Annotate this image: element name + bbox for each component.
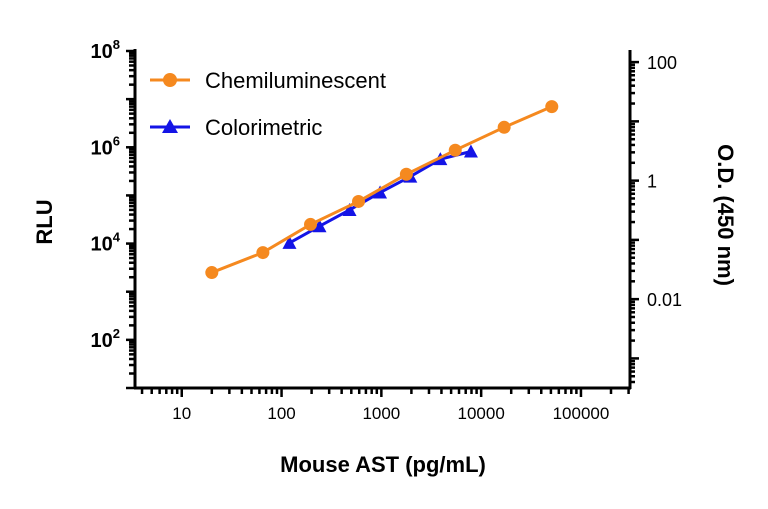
legend: Chemiluminescent Colorimetric — [150, 68, 386, 140]
legend-chemiluminescent-label: Chemiluminescent — [205, 68, 386, 93]
y2-tick-label: 100 — [647, 53, 677, 73]
y-tick-label: 108 — [91, 37, 120, 63]
chemiluminescent-point — [304, 217, 318, 231]
legend-colorimetric-marker — [162, 119, 178, 133]
y-tick-label: 102 — [91, 326, 120, 352]
x-tick-label: 10000 — [458, 404, 505, 423]
x-axis-title: Mouse AST (pg/mL) — [280, 452, 486, 477]
y-tick-label: 104 — [91, 230, 121, 256]
chemiluminescent-point — [256, 246, 270, 260]
series-layer — [205, 100, 559, 280]
x-tick-label: 100000 — [553, 404, 610, 423]
chemiluminescent-point — [448, 143, 462, 157]
legend-chemiluminescent-marker — [163, 73, 177, 87]
chemiluminescent-line — [211, 105, 553, 274]
colorimetric-point — [342, 202, 357, 216]
y-tick-label: 106 — [91, 133, 120, 159]
colorimetric-point — [282, 235, 297, 249]
chemiluminescent-point — [205, 266, 219, 280]
y2-tick-label: 1 — [647, 172, 657, 192]
colorimetric-point — [312, 219, 327, 233]
colorimetric-point — [463, 144, 478, 158]
chemiluminescent-point — [497, 120, 511, 134]
x-tick-label: 100 — [267, 404, 295, 423]
y2-axis-title: O.D. (450 nm) — [713, 144, 738, 286]
colorimetric-point — [373, 185, 388, 199]
chemiluminescent-point — [399, 167, 413, 181]
y2-tick-label: 0.01 — [647, 290, 682, 310]
legend-colorimetric-label: Colorimetric — [205, 115, 322, 140]
chemiluminescent-point — [545, 100, 559, 114]
x-tick-label: 1000 — [362, 404, 400, 423]
x-tick-label: 10 — [172, 404, 191, 423]
axes: 10 100 1000 10000 100000 102 104 106 108 0.01 1 100 — [91, 37, 683, 423]
chemiluminescent-point — [351, 194, 365, 208]
y-axis-title: RLU — [32, 199, 57, 244]
